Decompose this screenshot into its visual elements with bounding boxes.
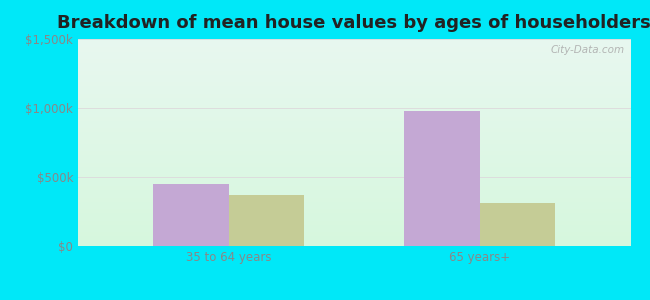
Bar	[404, 111, 480, 246]
Bar	[229, 195, 304, 246]
Text: City-Data.com: City-Data.com	[551, 45, 625, 55]
Bar	[480, 202, 555, 246]
Bar	[153, 184, 229, 246]
Title: Breakdown of mean house values by ages of householders: Breakdown of mean house values by ages o…	[57, 14, 650, 32]
